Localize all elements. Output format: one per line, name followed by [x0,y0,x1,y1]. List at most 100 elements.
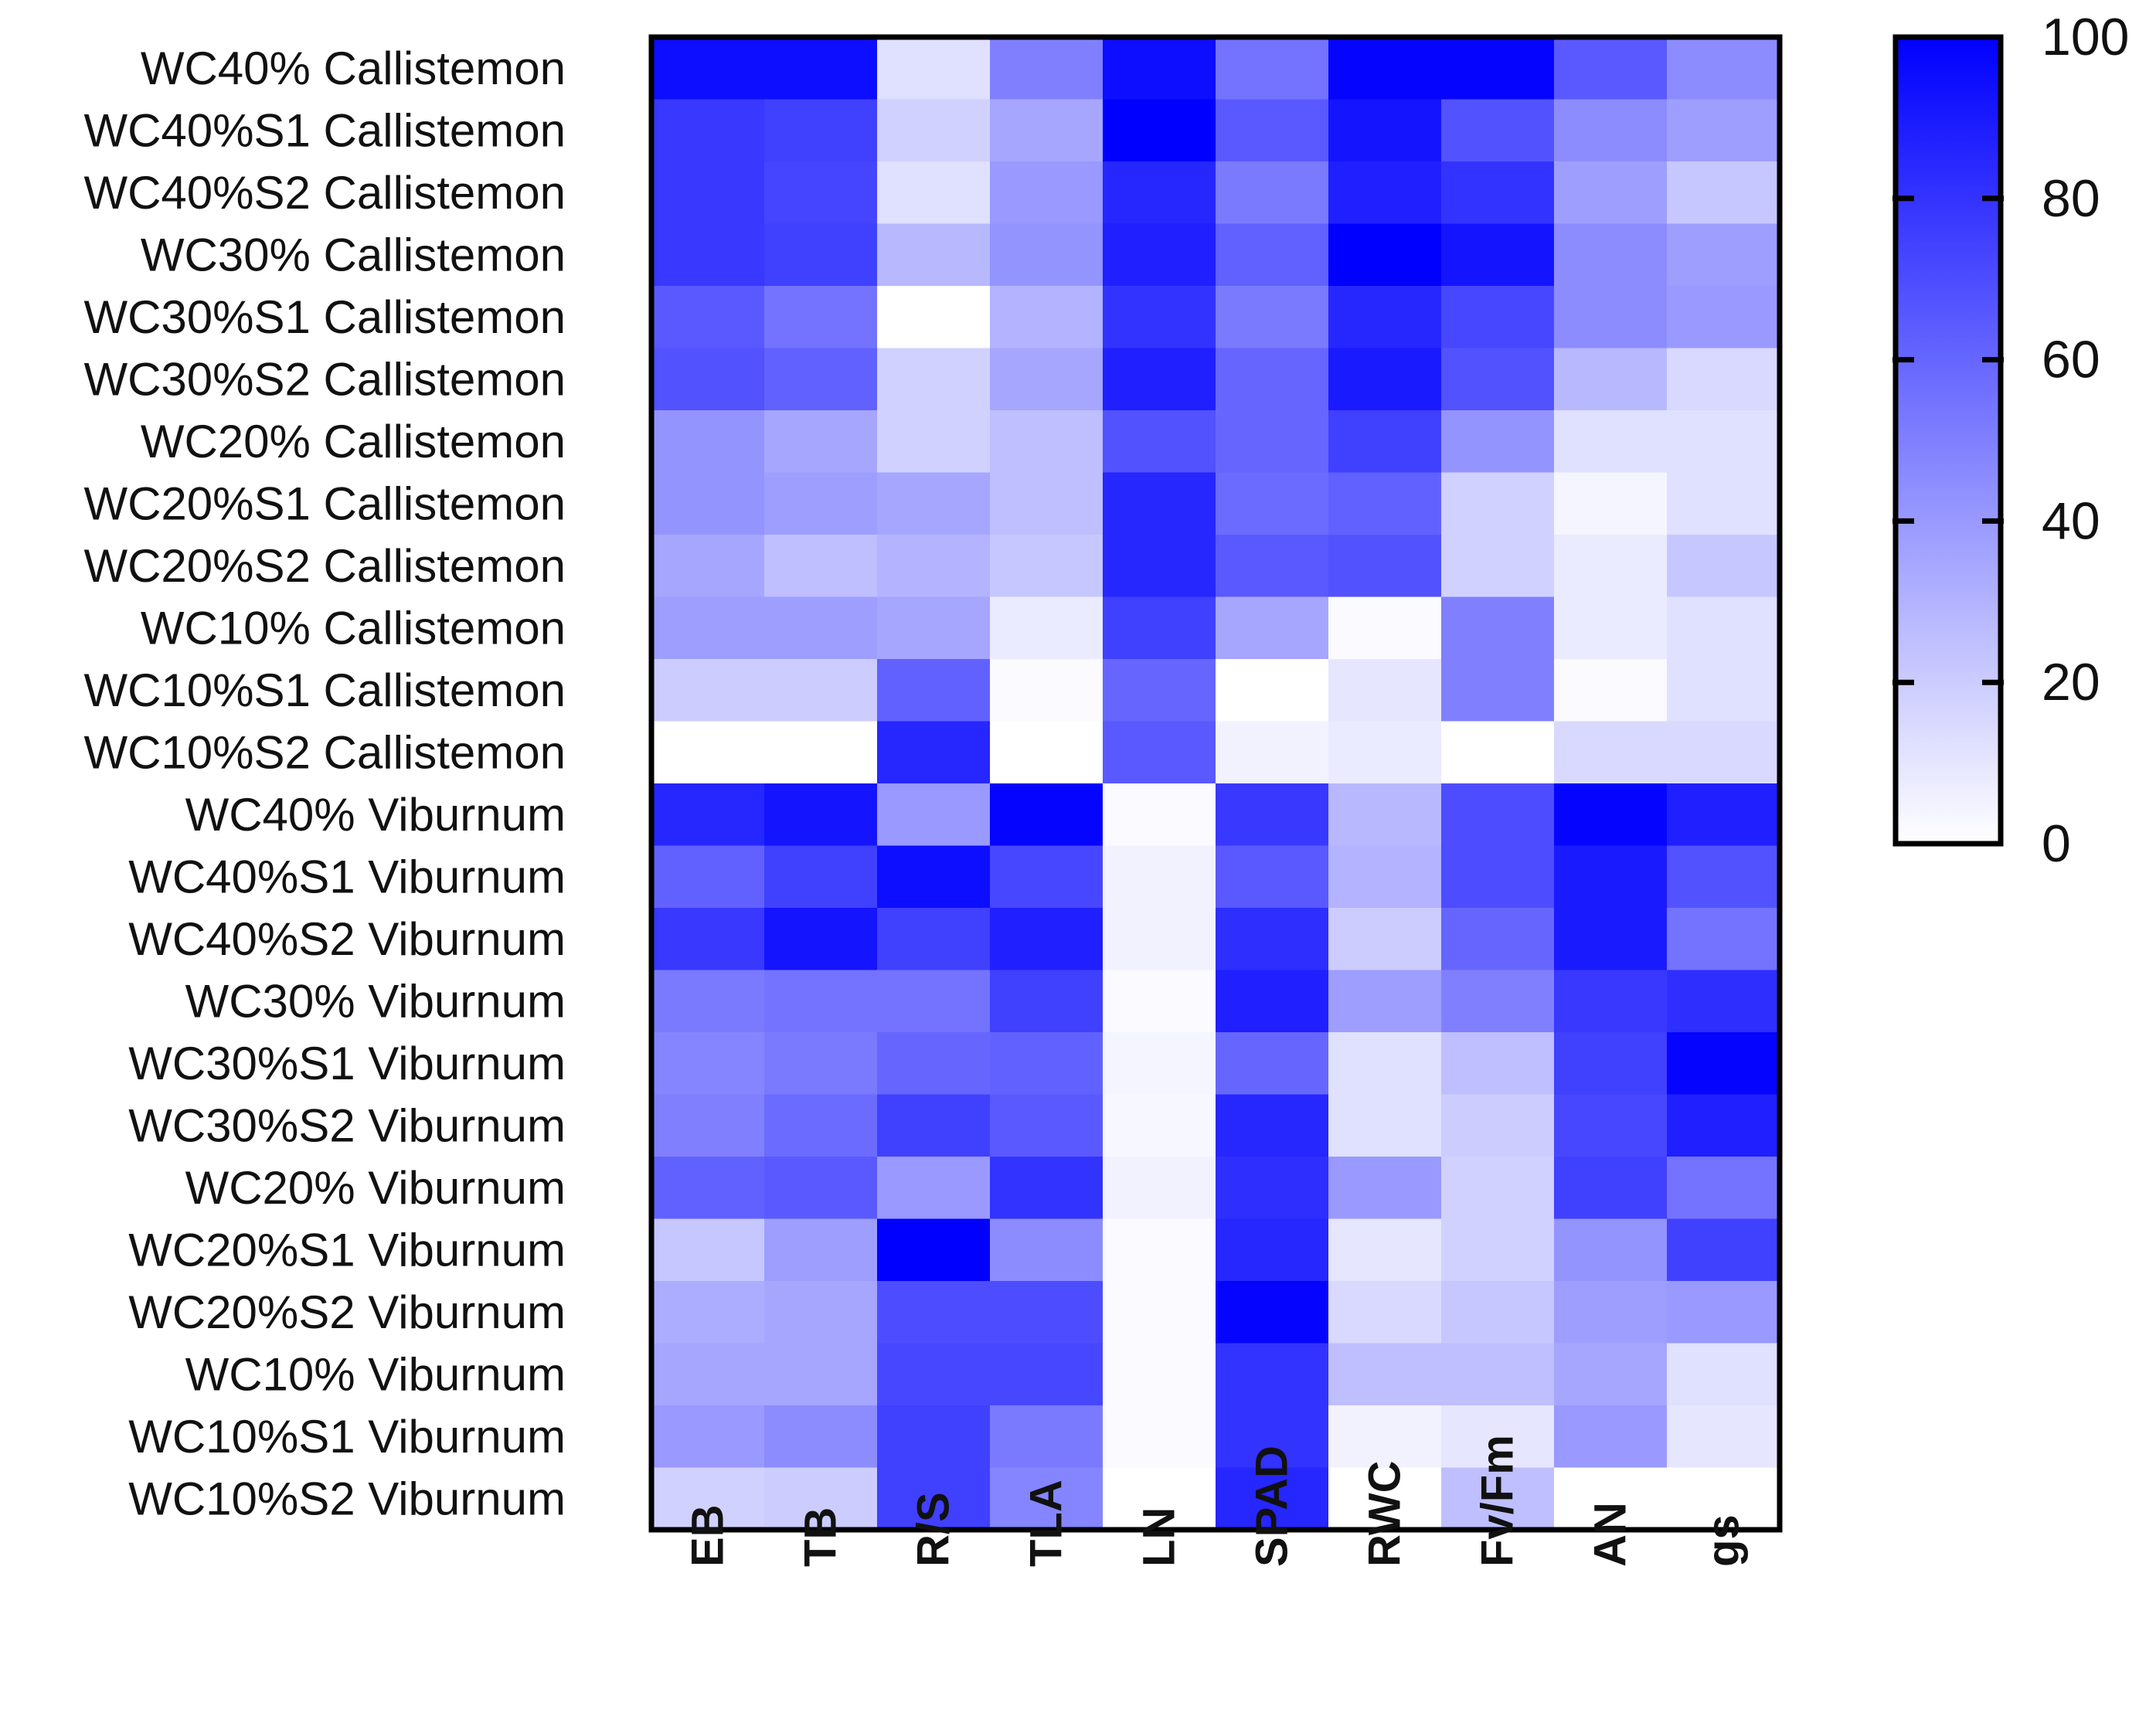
heatmap-cell [1667,1343,1780,1406]
heatmap-cell [1554,908,1668,971]
heatmap-cell [1216,410,1329,474]
heatmap-cell [1441,472,1555,535]
heatmap-cell [1103,1281,1216,1344]
heatmap-cell [1441,348,1555,411]
heatmap-cell [1667,472,1780,535]
row-labels: WC40% Callistemon WC40%S1 Callistemon WC40… [83,42,566,1525]
heatmap-cell [877,783,991,847]
heatmap-cell [1667,970,1780,1033]
heatmap-cell [1103,1467,1216,1531]
heatmap-cell [764,659,878,722]
heatmap-cell [1216,223,1329,287]
heatmap-cell [877,348,991,411]
heatmap-cell [1667,99,1780,162]
heatmap-cell [1216,161,1329,225]
heatmap-cell [990,659,1104,722]
heatmap-cell [877,659,991,722]
heatmap-cell [877,535,991,598]
heatmap-cell [1328,908,1442,971]
heatmap-cell [990,970,1104,1033]
heatmap-cell [1554,845,1668,909]
heatmap-cell [1667,161,1780,225]
heatmap-cell [1441,659,1555,722]
colorbar-tick-label: 0 [2042,814,2071,873]
heatmap-cell [651,37,765,100]
heatmap-cell [877,1281,991,1344]
heatmap-cell [1328,1343,1442,1406]
heatmap-cell [764,161,878,225]
heatmap-cell [1667,783,1780,847]
heatmap-cell [1216,1032,1329,1096]
column-labels: EB TB R/S TLA LN SPAD RWC Fv/Fm AN gs [683,1435,1749,1567]
heatmap-cell [1216,1343,1329,1406]
heatmap-cell [651,535,765,598]
heatmap-cell [1216,721,1329,784]
row-label: WC10%S2 Viburnum [128,1473,566,1524]
heatmap-cell [1103,783,1216,847]
heatmap-cell [1103,970,1216,1033]
column-label: gs [1699,1514,1749,1567]
column-label: TB [796,1507,846,1567]
heatmap-cell [1441,845,1555,909]
heatmap-cell [877,721,991,784]
heatmap-cell [1103,659,1216,722]
heatmap-cell [764,596,878,660]
heatmap-cell [764,1467,878,1531]
heatmap-cell [990,1094,1104,1157]
heatmap-cell [1554,1218,1668,1282]
heatmap-cell [1441,535,1555,598]
heatmap-cell [1328,845,1442,909]
heatmap-cell [1667,1405,1780,1469]
row-label: WC20%S1 Callistemon [83,477,566,529]
heatmap-cell [1554,783,1668,847]
heatmap-cell [764,286,878,349]
heatmap-cell [1103,410,1216,474]
heatmap-cell [1328,596,1442,660]
heatmap-cell [764,472,878,535]
heatmap-cell [1667,286,1780,349]
heatmap-cell [1441,223,1555,287]
heatmap-cell [877,1032,991,1096]
heatmap-cell [1328,348,1442,411]
heatmap-cell [1103,223,1216,287]
heatmap-cell [1554,99,1668,162]
column-label: LN [1134,1507,1185,1567]
heatmap-cell [651,1157,765,1220]
heatmap-cell [1441,783,1555,847]
heatmap-cell [1216,970,1329,1033]
heatmap-cell [990,223,1104,287]
heatmap-cell [990,99,1104,162]
heatmap-cell [1216,286,1329,349]
heatmap-cell [1441,99,1555,162]
heatmap-cell [1103,1157,1216,1220]
heatmap-cell [651,1094,765,1157]
heatmap-cell [1103,161,1216,225]
heatmap-frame [648,34,1783,1533]
heatmap-cell [877,908,991,971]
heatmap-cell [1216,1218,1329,1282]
colorbar: 0 20 40 60 80 100 [1892,8,2129,873]
heatmap-cell [990,721,1104,784]
heatmap-cell [877,1343,991,1406]
heatmap-cell [877,161,991,225]
row-label: WC30%S1 Callistemon [83,291,566,343]
heatmap-cell [764,721,878,784]
heatmap-cell [651,908,765,971]
heatmap-cell [1554,721,1668,784]
row-label: WC20%S1 Viburnum [128,1224,566,1276]
heatmap-cell [1554,1467,1668,1531]
heatmap-cell [1216,1467,1329,1531]
heatmap-cell [1441,970,1555,1033]
heatmap-cell [651,1343,765,1406]
row-label: WC10% Callistemon [141,602,566,654]
heatmap-cell [1441,161,1555,225]
heatmap-cell [764,783,878,847]
heatmap-cell [1441,410,1555,474]
heatmap-cell [1554,1032,1668,1096]
heatmap-cell [1328,970,1442,1033]
heatmap-cell [1441,37,1555,100]
heatmap-cell [877,596,991,660]
row-label: WC30%S1 Viburnum [128,1038,566,1089]
heatmap-cell [1667,37,1780,100]
